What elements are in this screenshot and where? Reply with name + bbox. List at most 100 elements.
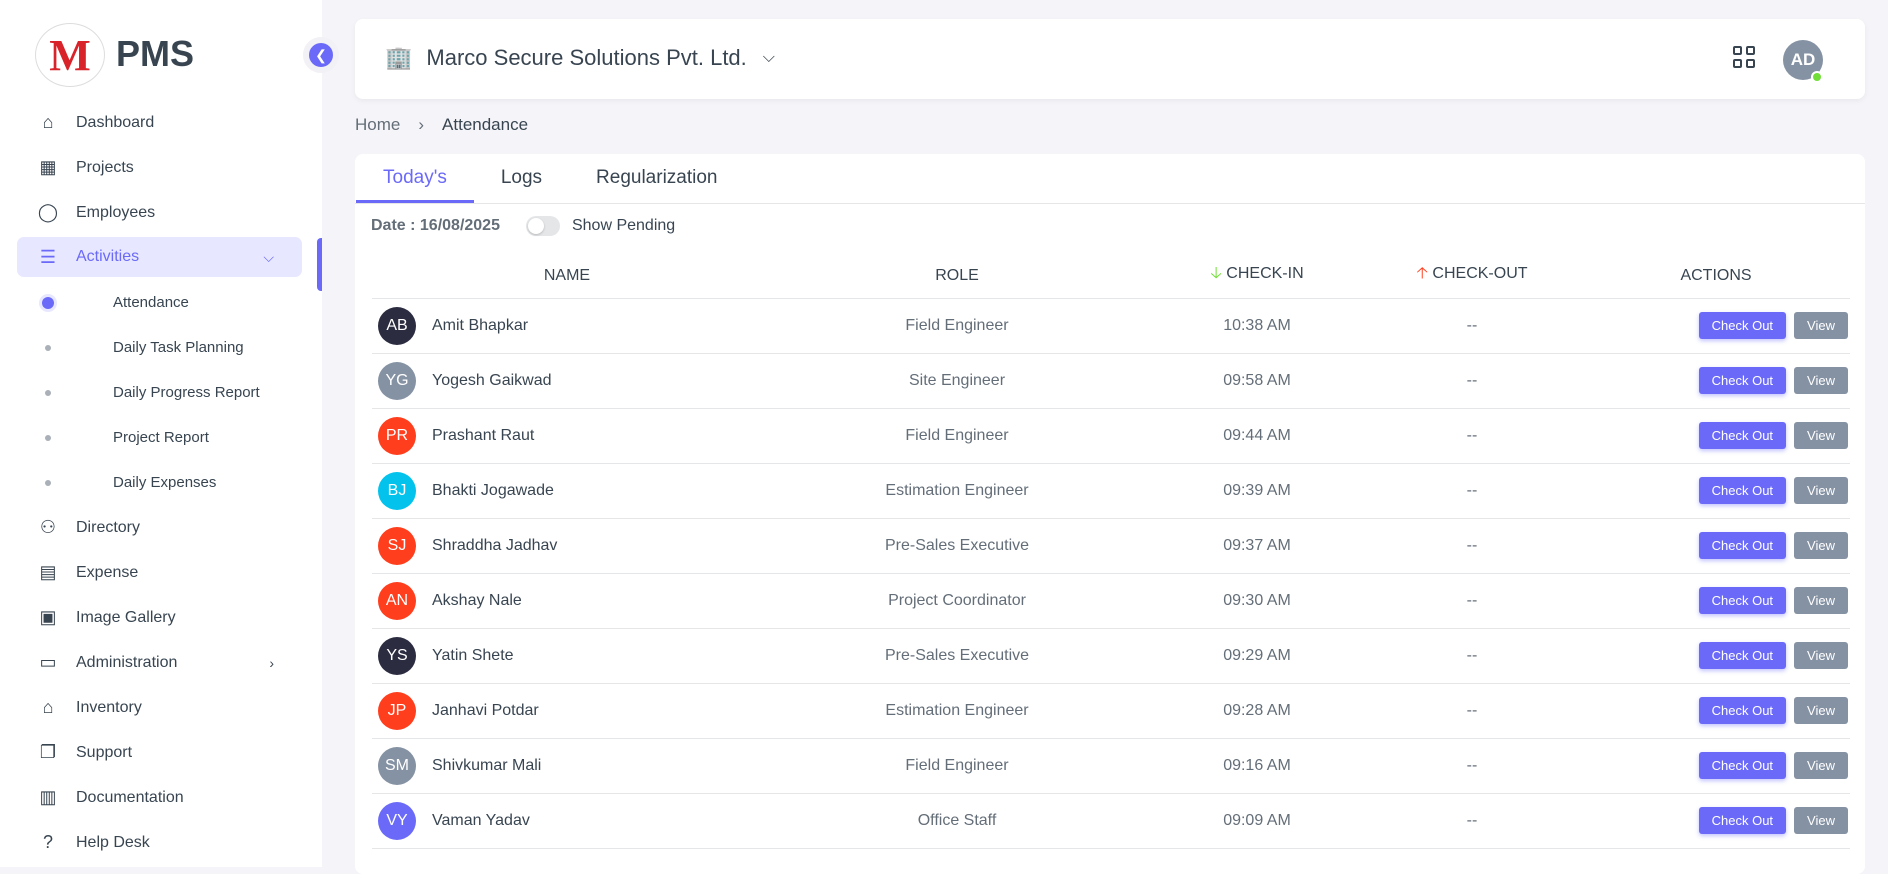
avatar: AN <box>378 581 416 620</box>
sidebar-item-documentation[interactable]: ▥ Documentation <box>17 775 302 820</box>
view-button[interactable]: View <box>1794 422 1848 449</box>
tab-logs[interactable]: Logs <box>500 167 543 188</box>
bullet-icon <box>45 479 51 486</box>
building-icon: ▦ <box>39 157 57 177</box>
book-icon: ▥ <box>39 787 57 807</box>
users-icon: ⚇ <box>39 517 57 537</box>
employee-name: Bhakti Jogawade <box>432 481 554 499</box>
avatar: JP <box>378 691 416 730</box>
sidebar-item-inventory[interactable]: ⌂ Inventory <box>17 685 302 730</box>
view-button[interactable]: View <box>1794 697 1848 724</box>
breadcrumb-current: Attendance <box>442 115 529 134</box>
view-button[interactable]: View <box>1794 367 1848 394</box>
breadcrumb: Home › Attendance <box>355 115 528 135</box>
role-cell: Field Engineer <box>762 738 1152 794</box>
attendance-table: NAME ROLE 🡣 CHECK-IN 🡡 CHECK-OUT ACTIONS… <box>372 254 1850 849</box>
sidebar-item-activities[interactable]: ☰ Activities ⌵ <box>17 237 302 277</box>
check-in-cell: 10:38 AM <box>1152 298 1362 354</box>
view-button[interactable]: View <box>1794 587 1848 614</box>
user-icon: ◯ <box>37 202 59 222</box>
sidebar-subitem-daily-task-planning[interactable]: Daily Task Planning <box>17 325 302 370</box>
bullet-icon <box>42 296 54 309</box>
sidebar-subitem-label: Daily Progress Report <box>113 384 260 401</box>
role-cell: Estimation Engineer <box>762 463 1152 519</box>
view-button[interactable]: View <box>1794 312 1848 339</box>
view-button[interactable]: View <box>1794 752 1848 779</box>
check-out-button[interactable]: Check Out <box>1698 752 1787 779</box>
avatar: YS <box>378 636 416 675</box>
check-out-button[interactable]: Check Out <box>1698 312 1787 339</box>
check-out-button[interactable]: Check Out <box>1698 367 1787 394</box>
check-out-button[interactable]: Check Out <box>1698 807 1787 834</box>
collapse-sidebar-button[interactable]: ❮ <box>303 37 339 73</box>
sidebar-item-label: Dashboard <box>76 113 155 131</box>
actions-cell: Check Out View <box>1582 518 1850 574</box>
sidebar-item-label: Employees <box>76 203 156 221</box>
employee-name: Akshay Nale <box>432 591 522 609</box>
check-out-button[interactable]: Check Out <box>1698 422 1787 449</box>
role-cell: Field Engineer <box>762 298 1152 354</box>
avatar: VY <box>378 801 416 840</box>
check-out-button[interactable]: Check Out <box>1698 642 1787 669</box>
actions-cell: Check Out View <box>1582 353 1850 409</box>
sidebar-subitem-label: Daily Task Planning <box>113 339 244 356</box>
sidebar-item-image-gallery[interactable]: ▣ Image Gallery <box>17 595 302 640</box>
actions-cell: Check Out View <box>1582 463 1850 519</box>
employee-cell: SJ Shraddha Jadhav <box>372 518 762 574</box>
view-button[interactable]: View <box>1794 807 1848 834</box>
actions-cell: Check Out View <box>1582 408 1850 464</box>
sidebar-item-help-desk[interactable]: ? Help Desk <box>17 820 302 865</box>
view-button[interactable]: View <box>1794 642 1848 669</box>
employee-name: Yogesh Gaikwad <box>432 371 552 389</box>
tab-regularization[interactable]: Regularization <box>596 167 718 188</box>
table-row: YG Yogesh Gaikwad Site Engineer 09:58 AM … <box>372 353 1850 409</box>
sidebar-item-employees[interactable]: ◯ Employees <box>17 190 302 235</box>
show-pending-toggle[interactable] <box>525 216 560 236</box>
sidebar-nav: ⌂ Dashboard ▦ Projects ◯ Employees ☰ Activities… <box>17 100 302 865</box>
apps-grid-icon[interactable] <box>1733 46 1755 68</box>
company-name: Marco Secure Solutions Pvt. Ltd. <box>426 45 747 70</box>
check-in-cell: 09:29 AM <box>1152 628 1362 684</box>
role-cell: Pre-Sales Executive <box>762 518 1152 574</box>
company-selector[interactable]: 🏢 Marco Secure Solutions Pvt. Ltd. ⌵ <box>385 45 775 71</box>
sidebar-subitem-daily-expenses[interactable]: Daily Expenses <box>17 460 302 505</box>
sidebar-item-support[interactable]: ❐ Support <box>17 730 302 775</box>
sidebar-subitem-daily-progress-report[interactable]: Daily Progress Report <box>17 370 302 415</box>
sidebar-subitem-attendance[interactable]: Attendance <box>17 280 302 325</box>
view-button[interactable]: View <box>1794 532 1848 559</box>
user-avatar[interactable]: AD <box>1783 40 1823 80</box>
gallery-icon: ▣ <box>39 607 57 627</box>
sidebar-item-expense[interactable]: ▤ Expense <box>17 550 302 595</box>
breadcrumb-home[interactable]: Home <box>355 115 401 134</box>
check-out-button[interactable]: Check Out <box>1698 587 1787 614</box>
check-out-button[interactable]: Check Out <box>1698 532 1787 559</box>
sidebar-item-label: Documentation <box>76 788 184 806</box>
table-row: SM Shivkumar Mali Field Engineer 09:16 AM… <box>372 738 1850 794</box>
avatar: SJ <box>378 526 416 565</box>
header-actions: ACTIONS <box>1582 254 1850 299</box>
employee-name: Vaman Yadav <box>432 811 530 829</box>
sidebar-item-label: Image Gallery <box>76 608 176 626</box>
sidebar-item-administration[interactable]: ▭ Administration › <box>17 640 302 685</box>
sidebar-subitem-label: Attendance <box>113 294 189 311</box>
logo[interactable]: M <box>35 23 105 87</box>
view-button[interactable]: View <box>1794 477 1848 504</box>
sidebar-item-dashboard[interactable]: ⌂ Dashboard <box>17 100 302 145</box>
employee-cell: SM Shivkumar Mali <box>372 738 762 794</box>
archive-icon: ▭ <box>39 652 57 672</box>
check-out-button[interactable]: Check Out <box>1698 697 1787 724</box>
table-row: AB Amit Bhapkar Field Engineer 10:38 AM -… <box>372 298 1850 354</box>
employee-cell: AN Akshay Nale <box>372 573 762 629</box>
check-out-button[interactable]: Check Out <box>1698 477 1787 504</box>
tab-todays[interactable]: Today's <box>356 154 474 203</box>
employee-name: Shraddha Jadhav <box>432 536 558 554</box>
role-cell: Estimation Engineer <box>762 683 1152 739</box>
sidebar-subitem-project-report[interactable]: Project Report <box>17 415 302 460</box>
tabs: Today's Logs Regularization <box>355 154 1865 204</box>
check-out-cell: -- <box>1362 408 1582 464</box>
arrow-up-icon: 🡡 <box>1416 265 1428 283</box>
sidebar-item-directory[interactable]: ⚇ Directory <box>17 505 302 550</box>
table-row: SJ Shraddha Jadhav Pre-Sales Executive 09… <box>372 518 1850 574</box>
sidebar-item-label: Activities <box>76 248 140 265</box>
sidebar-item-projects[interactable]: ▦ Projects <box>17 145 302 190</box>
